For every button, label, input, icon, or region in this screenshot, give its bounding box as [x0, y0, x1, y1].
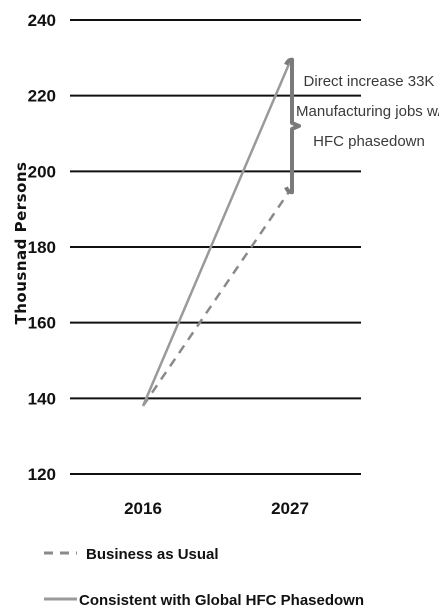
- annotation-bracket: [284, 57, 301, 195]
- y-tick-label-240: 240: [28, 11, 56, 30]
- legend: Business as Usual Consistent with Global…: [44, 546, 364, 609]
- series-line-business-as-usual: [141, 189, 292, 407]
- annotation-line-2: Manufacturing jobs w/: [296, 103, 439, 120]
- y-tick-label-140: 140: [28, 389, 56, 408]
- y-tick-label-180: 180: [28, 238, 56, 257]
- annotation-line-3: HFC phasedown: [313, 133, 425, 150]
- annotation: Direct increase 33K Manufacturing jobs w…: [284, 57, 439, 195]
- y-tick-label-200: 200: [28, 162, 56, 181]
- y-tick-label-120: 120: [28, 465, 56, 484]
- y-tick-label-160: 160: [28, 314, 56, 333]
- x-tick-label-2016: 2016: [124, 499, 162, 518]
- y-tick-labels: 120 140 160 180 200 220 240: [28, 11, 56, 484]
- legend-label-hfc-phasedown: Consistent with Global HFC Phasedown: [79, 592, 364, 609]
- x-tick-labels: 2016 2027: [124, 499, 309, 518]
- series-line-hfc-phasedown: [141, 61, 292, 407]
- x-tick-label-2027: 2027: [271, 499, 309, 518]
- gridlines: [70, 19, 361, 475]
- y-axis-title: Thousnad Persons: [12, 162, 30, 325]
- series-lines: [141, 61, 292, 407]
- y-tick-label-220: 220: [28, 87, 56, 106]
- legend-label-business-as-usual: Business as Usual: [86, 546, 219, 563]
- annotation-line-1: Direct increase 33K: [304, 73, 435, 90]
